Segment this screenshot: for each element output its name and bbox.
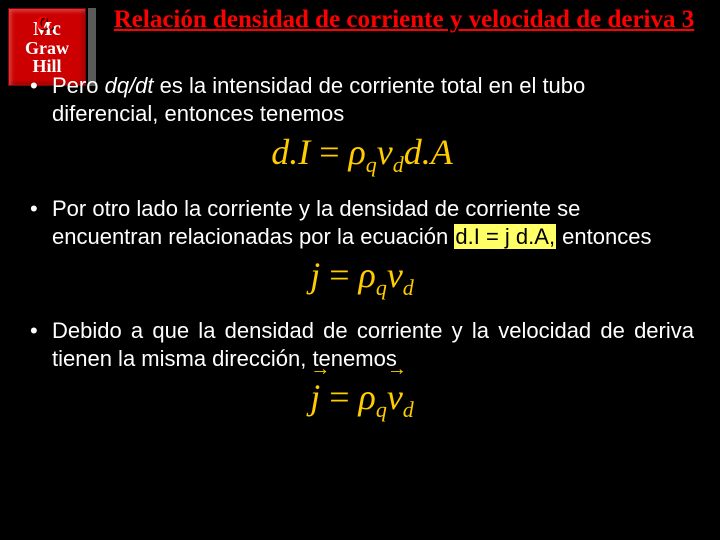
- eq1-dI: d.I: [271, 132, 310, 172]
- eq1-v: v: [377, 132, 393, 172]
- eq2-rho: ρ: [359, 255, 376, 295]
- equation-2: j = ρqvd: [30, 257, 694, 299]
- eq1-dA: d.A: [404, 132, 453, 172]
- eq2-v-sub: d: [403, 275, 414, 300]
- bullet-2-text: Por otro lado la corriente y la densidad…: [52, 195, 694, 251]
- bullet-dot-icon: •: [30, 317, 52, 373]
- bullet-2-post: entonces: [556, 224, 651, 249]
- bullet-dot-icon: •: [30, 72, 52, 128]
- eq3-equals: =: [320, 377, 358, 417]
- slide-content: • Pero dq/dt es la intensidad de corrien…: [30, 72, 694, 422]
- bullet-1-italic: dq/dt: [105, 73, 154, 98]
- equation-1: d.I = ρqvdd.A: [30, 134, 694, 176]
- logo-line-2: Graw: [25, 39, 69, 57]
- equation-2-expr: j = ρqvd: [310, 257, 414, 299]
- bullet-3: • Debido a que la densidad de corriente …: [30, 317, 694, 373]
- eq2-equals: =: [320, 255, 358, 295]
- bullet-1: • Pero dq/dt es la intensidad de corrien…: [30, 72, 694, 128]
- section-letter: c.: [36, 6, 54, 36]
- eq1-equals: =: [310, 132, 348, 172]
- bullet-dot-icon: •: [30, 195, 52, 251]
- bullet-2-highlight: d.I = j d.A,: [454, 224, 556, 249]
- eq2-rho-sub: q: [376, 275, 387, 300]
- bullet-3-text: Debido a que la densidad de corriente y …: [52, 317, 694, 373]
- eq1-v-sub: d: [393, 153, 404, 178]
- eq2-j: j: [310, 255, 320, 295]
- eq3-j-vec: j: [310, 377, 320, 417]
- eq1-rho-sub: q: [366, 153, 377, 178]
- eq2-v: v: [387, 255, 403, 295]
- eq3-rho: ρ: [359, 377, 376, 417]
- bullet-2: • Por otro lado la corriente y la densid…: [30, 195, 694, 251]
- eq3-v-vec: v: [387, 377, 403, 417]
- eq3-v-sub: d: [403, 398, 414, 423]
- equation-3: j = ρqvd: [30, 379, 694, 421]
- bullet-1-pre: Pero: [52, 73, 105, 98]
- bullet-1-text: Pero dq/dt es la intensidad de corriente…: [52, 72, 694, 128]
- equation-3-expr: j = ρqvd: [310, 379, 414, 421]
- eq3-rho-sub: q: [376, 398, 387, 423]
- slide-title: Relación densidad de corriente y velocid…: [104, 6, 704, 35]
- equation-1-expr: d.I = ρqvdd.A: [271, 134, 453, 176]
- eq1-rho: ρ: [349, 132, 366, 172]
